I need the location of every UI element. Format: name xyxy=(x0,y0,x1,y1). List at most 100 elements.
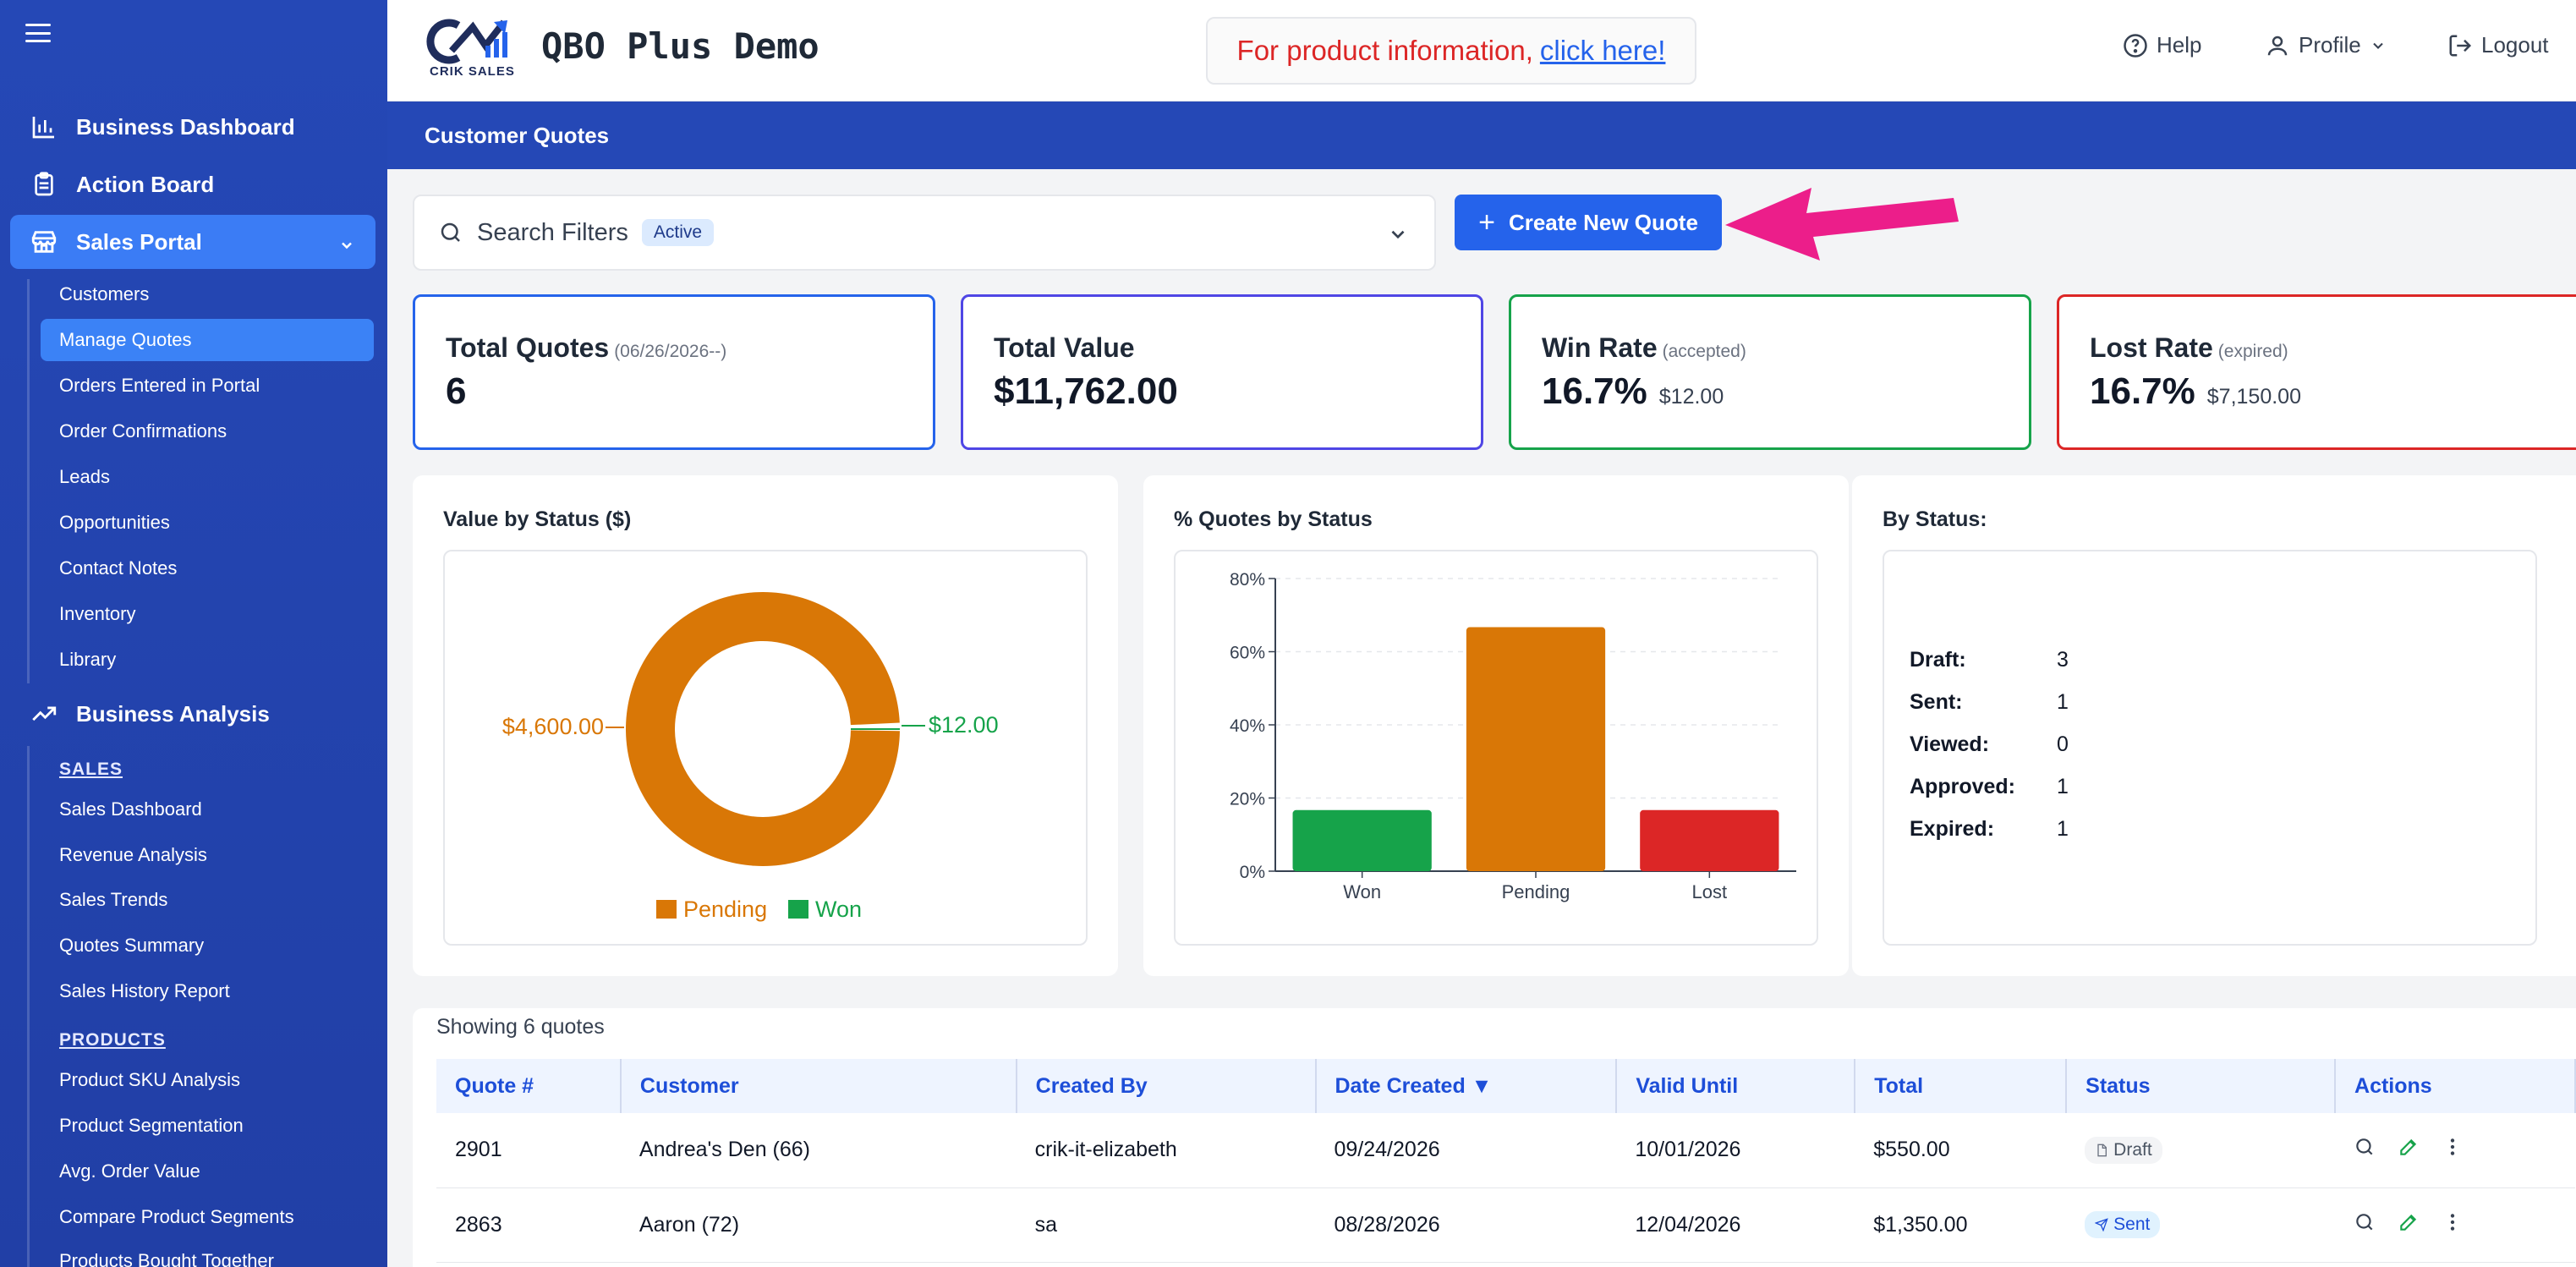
table-header-row: Quote # Customer Created By Date Created… xyxy=(436,1059,2576,1113)
legend-swatch-won xyxy=(788,900,808,919)
edit-quote-button[interactable] xyxy=(2398,1211,2420,1233)
sidebar-item-label: Business Analysis xyxy=(76,700,270,727)
sidebar-item-avg-order-value[interactable]: Avg. Order Value xyxy=(59,1160,200,1182)
logout-label: Logout xyxy=(2481,32,2549,58)
kpi-value: $11,762.00 xyxy=(994,370,1178,412)
status-row-expired: Expired: 1 xyxy=(1910,817,2069,842)
chart-title: Value by Status ($) xyxy=(443,507,632,531)
quotes-by-status-panel: % Quotes by Status 0% 20% 40% 60% 80% Won Pend… xyxy=(1143,475,1849,976)
send-icon xyxy=(2095,1218,2108,1231)
kpi-value: 16.7% xyxy=(2090,370,2195,412)
profile-button[interactable]: Profile xyxy=(2265,32,2387,58)
sidebar-item-order-confirmations[interactable]: Order Confirmations xyxy=(59,420,227,442)
donut-slice-pending xyxy=(626,591,900,866)
y-tick-label: 80% xyxy=(1230,570,1265,590)
status-key: Expired: xyxy=(1910,817,1995,841)
sidebar-item-contact-notes[interactable]: Contact Notes xyxy=(59,557,178,579)
value-by-status-panel: Value by Status ($) $4,600.00 $12.00 Pendi… xyxy=(413,475,1118,976)
logout-button[interactable]: Logout xyxy=(2447,32,2549,58)
kpi-note: (06/26/2026--) xyxy=(614,342,727,361)
sidebar-item-business-dashboard[interactable]: Business Dashboard xyxy=(10,100,375,154)
chevron-down-icon xyxy=(338,233,355,260)
by-status-panel: By Status: Draft: 3 Sent: 1 Viewed: 0 Appro… xyxy=(1852,475,2576,976)
plus-icon: + xyxy=(1478,206,1495,239)
sidebar-item-compare-product-segments[interactable]: Compare Product Segments xyxy=(59,1206,294,1227)
sidebar-item-leads[interactable]: Leads xyxy=(59,466,110,487)
sidebar-item-sales-trends[interactable]: Sales Trends xyxy=(59,889,168,910)
more-options-button[interactable] xyxy=(2442,1136,2464,1158)
sidebar-item-action-board[interactable]: Action Board xyxy=(10,157,375,211)
col-created-by[interactable]: Created By xyxy=(1016,1059,1317,1113)
cell-quote: 2863 xyxy=(436,1187,621,1263)
clipboard-icon xyxy=(29,169,59,200)
page-title: Customer Quotes xyxy=(387,101,2576,169)
edit-quote-button[interactable] xyxy=(2398,1136,2420,1158)
sidebar-item-sales-history-report[interactable]: Sales History Report xyxy=(59,980,230,1001)
kpi-value: 6 xyxy=(446,370,467,412)
donut-slice-won xyxy=(851,728,900,730)
sidebar-item-revenue-analysis[interactable]: Revenue Analysis xyxy=(59,844,207,865)
col-customer[interactable]: Customer xyxy=(620,1059,1017,1113)
kpi-lost-rate: Lost Rate (expired) 16.7% $7,150.00 xyxy=(2057,294,2576,450)
col-total[interactable]: Total xyxy=(1855,1059,2068,1113)
logo-text: CRIK SALES xyxy=(430,64,515,79)
data-label-won: $12.00 xyxy=(929,712,999,738)
sidebar-item-product-sku-analysis[interactable]: Product SKU Analysis xyxy=(59,1069,240,1090)
top-header: CRIK SALES QBO Plus Demo For product inf… xyxy=(387,0,2576,101)
table-row[interactable]: 2863 Aaron (72) sa 08/28/2026 12/04/2026… xyxy=(436,1187,2575,1263)
sidebar-item-sales-dashboard[interactable]: Sales Dashboard xyxy=(59,798,202,820)
quotes-table: Quote # Customer Created By Date Created… xyxy=(436,1059,2576,1263)
sidebar-item-products-bought-together[interactable]: Products Bought Together xyxy=(59,1250,274,1267)
create-new-quote-button[interactable]: + Create New Quote xyxy=(1455,195,1722,250)
cell-date-created: 08/28/2026 xyxy=(1315,1187,1617,1263)
bar-pending xyxy=(1466,627,1606,871)
sidebar-item-manage-quotes[interactable]: Manage Quotes xyxy=(41,319,374,361)
status-row-draft: Draft: 3 xyxy=(1910,648,2069,672)
status-count: 1 xyxy=(2057,775,2069,798)
sidebar-item-product-segmentation[interactable]: Product Segmentation xyxy=(59,1115,244,1136)
sidebar-item-inventory[interactable]: Inventory xyxy=(59,603,136,624)
more-options-button[interactable] xyxy=(2442,1211,2464,1233)
bar-lost xyxy=(1640,809,1779,871)
sidebar-item-sales-portal[interactable]: Sales Portal xyxy=(10,215,375,269)
y-tick-label: 40% xyxy=(1230,716,1265,736)
logout-icon xyxy=(2449,35,2472,56)
menu-icon[interactable] xyxy=(25,24,51,42)
sidebar-item-customers[interactable]: Customers xyxy=(59,283,150,304)
sidebar-item-orders-entered[interactable]: Orders Entered in Portal xyxy=(59,375,260,396)
status-count: 1 xyxy=(2057,817,2069,841)
search-filters-toggle[interactable]: Search Filters Active xyxy=(413,195,1436,271)
panel-title: By Status: xyxy=(1883,507,1987,531)
sidebar-item-library[interactable]: Library xyxy=(59,649,117,670)
help-label: Help xyxy=(2157,32,2202,58)
col-valid-until[interactable]: Valid Until xyxy=(1616,1059,1856,1113)
view-quote-button[interactable] xyxy=(2354,1211,2376,1233)
status-key: Draft: xyxy=(1910,648,1966,672)
sidebar-item-opportunities[interactable]: Opportunities xyxy=(59,512,170,533)
status-key: Sent: xyxy=(1910,690,1963,714)
cell-status: Draft xyxy=(2066,1113,2336,1188)
create-new-quote-label: Create New Quote xyxy=(1508,209,1698,235)
search-icon xyxy=(441,222,460,242)
help-button[interactable]: Help xyxy=(2123,32,2201,58)
table-row[interactable]: 2901 Andrea's Den (66) crik-it-elizabeth… xyxy=(436,1113,2575,1188)
cell-status: Sent xyxy=(2066,1187,2336,1263)
status-list: Draft: 3 Sent: 1 Viewed: 0 Approved: 1 Expir… xyxy=(1883,550,2537,946)
col-status[interactable]: Status xyxy=(2066,1059,2337,1113)
sidebar-item-business-analysis[interactable]: Business Analysis xyxy=(10,687,375,741)
promo-text: For product information, xyxy=(1236,35,1533,66)
status-row-approved: Approved: 1 xyxy=(1910,775,2069,799)
promo-link[interactable]: click here! xyxy=(1539,35,1666,66)
col-quote-number[interactable]: Quote # xyxy=(436,1059,622,1113)
status-key: Viewed: xyxy=(1910,732,1990,756)
view-quote-button[interactable] xyxy=(2354,1136,2376,1158)
crik-sales-logo xyxy=(426,17,528,78)
col-date-created[interactable]: Date Created ▼ xyxy=(1315,1059,1618,1113)
status-badge: Draft xyxy=(2085,1136,2162,1164)
status-key: Approved: xyxy=(1910,775,2015,798)
trending-up-icon xyxy=(29,699,59,729)
section-heading-sales: SALES xyxy=(59,760,123,779)
search-icon xyxy=(2356,1138,2373,1155)
search-icon xyxy=(2356,1213,2373,1230)
sidebar-item-quotes-summary[interactable]: Quotes Summary xyxy=(59,935,205,956)
